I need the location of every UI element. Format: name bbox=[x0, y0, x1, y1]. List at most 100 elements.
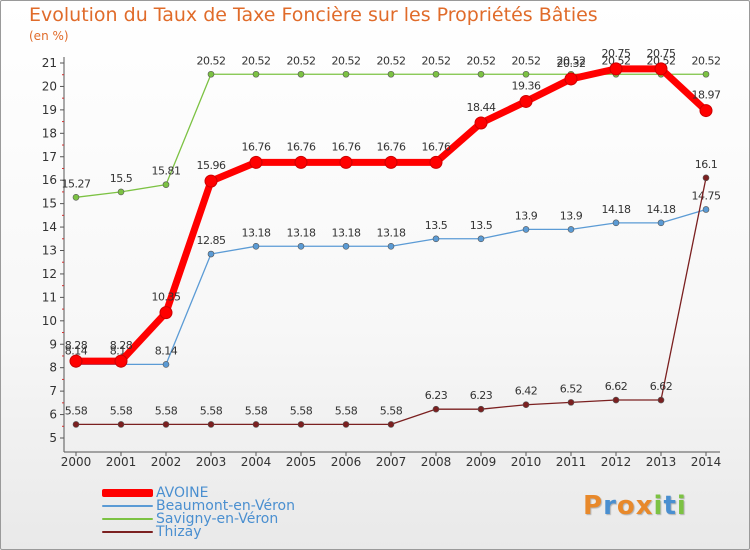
data-label: 13.18 bbox=[377, 226, 406, 239]
data-label: 20.32 bbox=[557, 57, 586, 70]
x-tick-label: 2000 bbox=[61, 455, 92, 469]
series-thizay: 5.58 5.58 5.58 5.58 5.58 5.58 5.58 5.58 6.23 6.23… bbox=[65, 158, 718, 428]
data-point bbox=[207, 421, 215, 428]
data-label: 13.5 bbox=[470, 219, 493, 232]
data-point bbox=[564, 72, 578, 86]
legend-label: Beaumont-en-Véron bbox=[156, 498, 295, 514]
data-point bbox=[432, 235, 440, 243]
data-point bbox=[612, 396, 620, 404]
data-label: 13.18 bbox=[242, 226, 271, 239]
series-line bbox=[75, 73, 707, 198]
data-label: 20.52 bbox=[242, 54, 271, 67]
legend-label: AVOINE bbox=[156, 485, 209, 501]
x-tick-label: 2001 bbox=[106, 455, 137, 469]
y-tick-label: 6 bbox=[49, 408, 57, 422]
logo-letter: r bbox=[603, 491, 617, 521]
data-label: 5.58 bbox=[380, 404, 403, 417]
data-point bbox=[477, 235, 485, 243]
data-label: 14.75 bbox=[692, 189, 721, 202]
data-point bbox=[339, 155, 353, 169]
data-label: 20.52 bbox=[647, 54, 676, 67]
logo-letter: i bbox=[653, 491, 664, 521]
data-label: 10.35 bbox=[152, 291, 181, 304]
data-label: 20.52 bbox=[377, 54, 406, 67]
data-label: 6.23 bbox=[425, 389, 448, 402]
data-label: 8.14 bbox=[65, 344, 88, 357]
x-tick-label: 2011 bbox=[556, 455, 587, 469]
data-point bbox=[342, 421, 350, 428]
data-point bbox=[207, 250, 215, 258]
data-label: 20.52 bbox=[197, 54, 226, 67]
logo-letter: t bbox=[663, 491, 677, 521]
data-point bbox=[654, 62, 668, 76]
x-tick-label: 2006 bbox=[331, 455, 362, 469]
data-label: 15.81 bbox=[152, 165, 181, 178]
data-point bbox=[207, 70, 215, 78]
data-label: 5.58 bbox=[200, 404, 223, 417]
data-point bbox=[567, 226, 575, 233]
data-label: 5.58 bbox=[155, 404, 178, 417]
data-label: 20.75 bbox=[647, 47, 676, 60]
y-tick-label: 5 bbox=[49, 431, 57, 445]
x-tick-label: 2004 bbox=[241, 455, 272, 469]
data-label: 18.44 bbox=[467, 101, 496, 114]
data-point bbox=[699, 104, 713, 118]
data-point bbox=[204, 174, 218, 188]
data-point bbox=[297, 421, 305, 428]
y-tick-label: 9 bbox=[49, 337, 57, 351]
y-tick-label: 13 bbox=[42, 244, 57, 258]
data-label: 5.58 bbox=[335, 404, 358, 417]
legend-label: Thizay bbox=[156, 524, 202, 540]
data-point bbox=[702, 174, 710, 182]
data-point bbox=[612, 219, 620, 227]
data-point bbox=[387, 421, 395, 428]
series-avoine: 8.28 8.28 10.35 15.96 16.76 16.76 16.76 16.76 16… bbox=[65, 47, 721, 368]
data-point bbox=[657, 219, 665, 227]
data-label: 8.14 bbox=[155, 344, 178, 357]
y-tick-label: 20 bbox=[42, 79, 57, 93]
x-tick-label: 2010 bbox=[511, 455, 542, 469]
data-point bbox=[567, 399, 575, 406]
data-point bbox=[117, 421, 125, 428]
data-point bbox=[474, 116, 488, 130]
data-point bbox=[657, 396, 665, 404]
data-point bbox=[702, 206, 710, 213]
data-point bbox=[432, 405, 440, 413]
y-tick-label: 8 bbox=[49, 361, 57, 375]
data-point bbox=[159, 306, 173, 320]
data-label: 16.76 bbox=[377, 140, 406, 153]
data-label: 15.96 bbox=[197, 159, 226, 172]
legend-label: Savigny-en-Véron bbox=[156, 511, 279, 527]
y-tick-label: 10 bbox=[42, 314, 57, 328]
data-label: 16.76 bbox=[287, 140, 316, 153]
data-point bbox=[252, 242, 260, 250]
data-point bbox=[387, 70, 395, 78]
data-point bbox=[297, 242, 305, 250]
data-label: 8.28 bbox=[110, 339, 133, 352]
data-point bbox=[342, 70, 350, 78]
data-point bbox=[432, 70, 440, 78]
data-label: 13.18 bbox=[287, 226, 316, 239]
x-tick-label: 2013 bbox=[646, 455, 677, 469]
x-tick-label: 2007 bbox=[376, 455, 407, 469]
data-point bbox=[117, 188, 125, 196]
data-label: 15.27 bbox=[62, 177, 91, 190]
series-savigny-en-v-ron: 15.27 15.5 15.81 20.52 20.52 20.52 20.52 20.52 2… bbox=[62, 54, 721, 201]
legend-swatch bbox=[102, 531, 153, 533]
y-tick-label: 18 bbox=[42, 126, 57, 140]
data-label: 13.9 bbox=[560, 209, 583, 222]
data-label: 15.5 bbox=[110, 172, 133, 185]
data-label: 20.52 bbox=[422, 54, 451, 67]
chart-title: Evolution du Taux de Taxe Foncière sur l… bbox=[29, 4, 598, 26]
data-label: 16.76 bbox=[332, 140, 361, 153]
data-point bbox=[387, 242, 395, 250]
data-point bbox=[69, 354, 83, 368]
data-point bbox=[609, 62, 623, 76]
y-tick-label: 7 bbox=[49, 384, 57, 398]
y-tick-label: 11 bbox=[42, 290, 57, 304]
data-point bbox=[702, 70, 710, 78]
y-tick-label: 14 bbox=[42, 220, 57, 234]
